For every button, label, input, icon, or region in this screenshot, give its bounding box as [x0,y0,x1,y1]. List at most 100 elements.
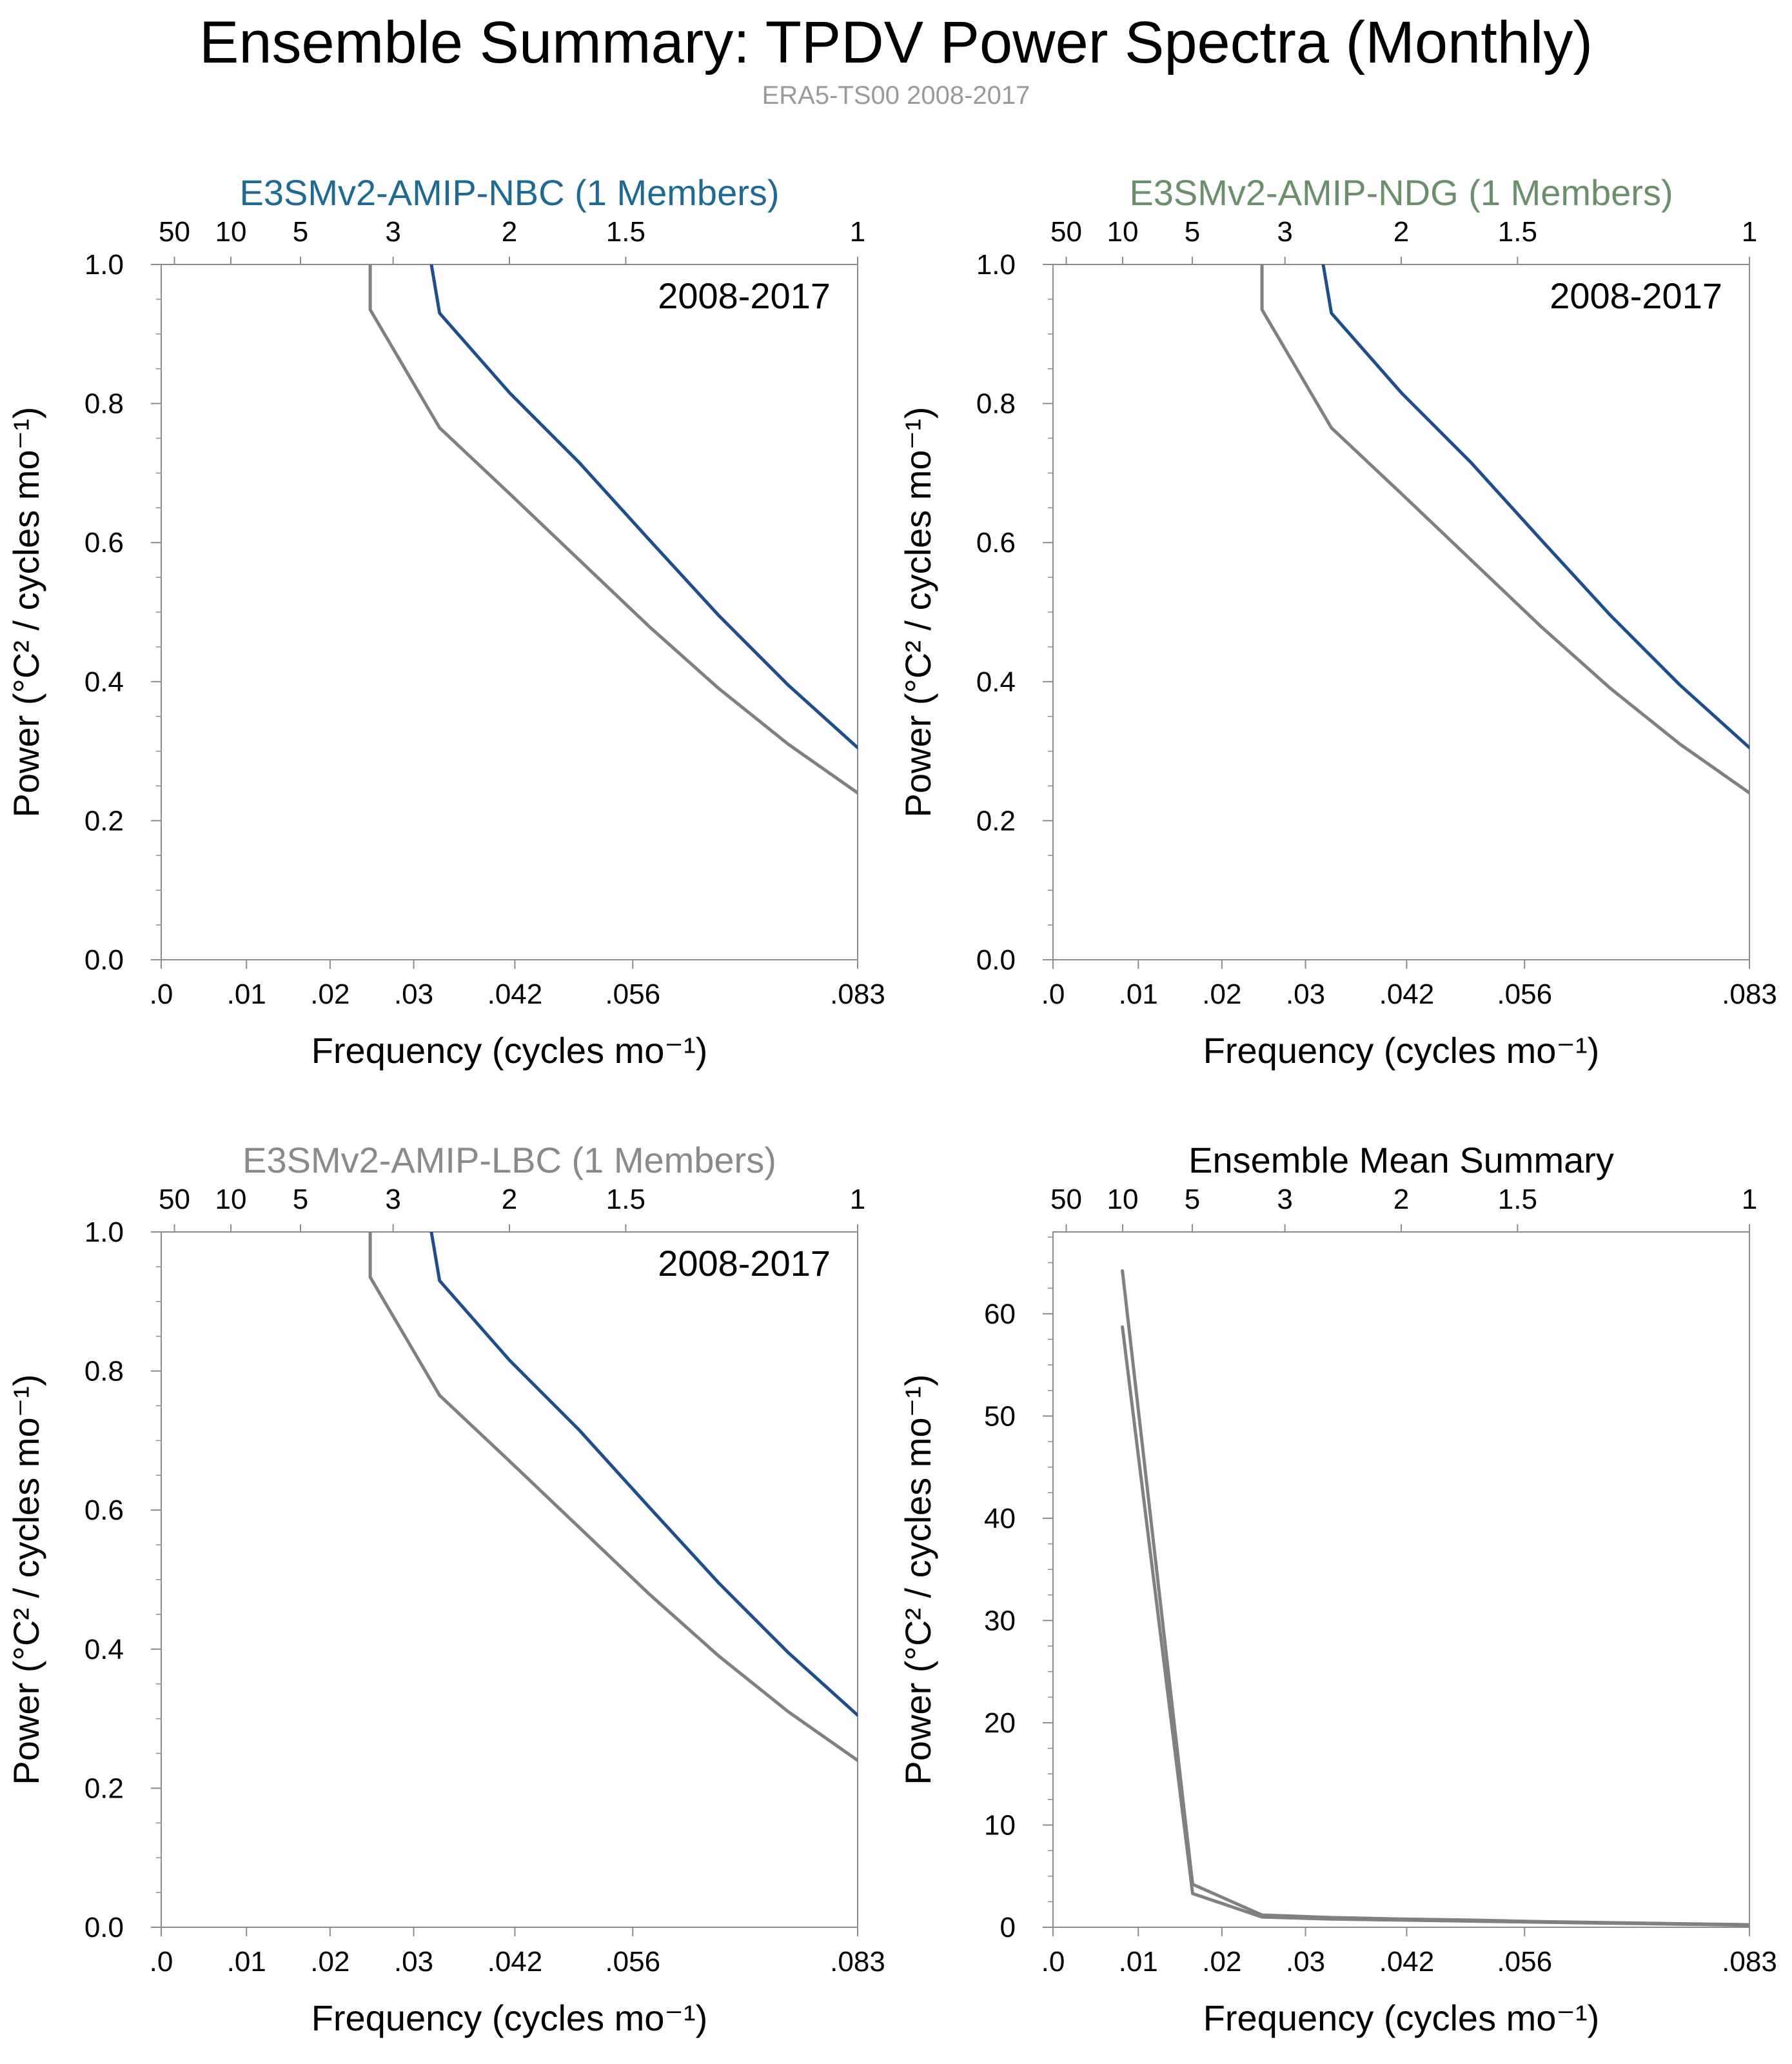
x-axis-label: Frequency (cycles mo⁻¹) [1203,1030,1600,1071]
top-tick-label: 50 [159,216,190,248]
x-tick-label: .02 [310,978,350,1010]
top-tick-label: 10 [215,216,247,248]
y-tick-label: 0 [1000,1912,1016,1943]
y-tick-label: 0.4 [84,1634,124,1665]
x-tick-label: .01 [1119,1946,1158,1978]
top-tick-label: 1.5 [1498,216,1537,248]
series-line-2 [1121,1325,1749,1927]
x-tick-label: .056 [1497,978,1552,1010]
top-tick-label: 2 [1393,216,1409,248]
top-tick-label: 1.5 [1498,1184,1537,1215]
series-line-2 [368,1232,858,1762]
x-tick-label: .01 [227,978,266,1010]
series-line-1 [1321,264,1749,749]
panel-annotation: 2008-2017 [1550,275,1722,316]
series-group [1121,1269,1749,1927]
y-axis-label: Power (°C² / cycles mo⁻¹) [6,1374,46,1785]
panel-annotation: 2008-2017 [658,1243,831,1284]
x-tick-label: .056 [605,1946,660,1978]
x-tick-label: .0 [1041,978,1065,1010]
x-tick-label: .02 [1202,978,1241,1010]
x-tick-label: .056 [605,978,660,1010]
y-tick-label: 0.0 [84,1912,124,1943]
y-tick-label: 1.0 [84,249,124,281]
x-tick-label: .083 [830,1946,885,1978]
y-tick-label: 60 [984,1298,1016,1330]
y-tick-label: 40 [984,1503,1016,1534]
x-tick-label: .042 [1379,978,1435,1010]
x-tick-label: .0 [150,1946,173,1978]
top-tick-label: 5 [1185,1184,1200,1215]
panel-title: E3SMv2-AMIP-NBC (1 Members) [239,172,779,213]
series-line-1 [429,264,858,749]
x-tick-label: .042 [1379,1946,1435,1978]
x-tick-label: .083 [830,978,885,1010]
top-tick-label: 1 [1742,216,1757,248]
top-tick-label: 2 [502,216,517,248]
y-tick-label: 20 [984,1707,1016,1739]
top-tick-label: 10 [1107,1184,1139,1215]
y-tick-label: 0.0 [84,944,124,976]
y-tick-label: 0.8 [84,388,124,420]
top-tick-label: 3 [385,216,400,248]
chart-panel-4: Ensemble Mean Summary .0 .01 .02 .03 .042 .056… [898,1140,1777,2038]
x-axis-label: Frequency (cycles mo⁻¹) [311,1998,708,2038]
plot-frame [1052,264,1750,960]
series-group [368,264,858,795]
x-tick-label: .056 [1497,1946,1552,1978]
y-tick-label: 0.6 [84,527,124,559]
x-tick-label: .042 [487,1946,543,1978]
y-tick-label: 0.6 [976,527,1016,559]
y-tick-label: 1.0 [976,249,1016,281]
series-line-1 [429,1232,858,1717]
chart-panel-3: E3SMv2-AMIP-LBC (1 Members) 2008-2017 .0 .0… [6,1140,885,2038]
x-tick-label: .03 [394,978,433,1010]
series-group [368,1232,858,1762]
top-tick-label: 1 [850,216,865,248]
chart-panel-1: E3SMv2-AMIP-NBC (1 Members) 2008-2017 .0 .0… [6,172,885,1071]
plot-frame [161,1231,858,1928]
top-tick-label: 3 [1277,1184,1292,1215]
x-tick-label: .083 [1722,978,1777,1010]
series-line-2 [1260,264,1749,795]
y-tick-label: 0.6 [84,1494,124,1526]
x-tick-label: .03 [1286,1946,1325,1978]
y-tick-label: 0.2 [976,805,1016,837]
x-tick-label: .03 [394,1946,433,1978]
y-tick-label: 0.8 [84,1356,124,1387]
y-tick-label: 0.2 [84,1772,124,1804]
y-tick-label: 1.0 [84,1216,124,1248]
top-tick-label: 5 [293,216,308,248]
panel-annotation: 2008-2017 [658,275,831,316]
top-tick-label: 1 [850,1184,865,1215]
top-tick-label: 3 [385,1184,400,1215]
top-tick-label: 50 [1050,1184,1082,1215]
x-tick-label: .02 [310,1946,350,1978]
x-tick-label: .083 [1722,1946,1777,1978]
top-tick-label: 10 [215,1184,247,1215]
panel-title: E3SMv2-AMIP-LBC (1 Members) [242,1140,776,1180]
series-line-2 [368,264,858,795]
y-tick-label: 0.2 [84,805,124,837]
top-tick-label: 5 [293,1184,308,1215]
x-tick-label: .042 [487,978,543,1010]
y-tick-label: 0.8 [976,388,1016,420]
y-axis-label: Power (°C² / cycles mo⁻¹) [898,407,938,818]
top-tick-label: 1.5 [606,216,645,248]
y-tick-label: 50 [984,1400,1016,1432]
x-tick-label: .02 [1202,1946,1241,1978]
top-tick-label: 1 [1742,1184,1757,1215]
series-group [1260,264,1749,795]
top-tick-label: 5 [1185,216,1200,248]
x-axis-label: Frequency (cycles mo⁻¹) [1203,1998,1600,2038]
y-axis-label: Power (°C² / cycles mo⁻¹) [6,407,46,818]
y-tick-label: 0.4 [84,666,124,698]
top-tick-label: 3 [1277,216,1292,248]
panel-title: E3SMv2-AMIP-NDG (1 Members) [1129,172,1673,213]
figure-title: Ensemble Summary: TPDV Power Spectra (Mo… [199,10,1593,75]
x-axis-label: Frequency (cycles mo⁻¹) [311,1030,708,1071]
top-tick-label: 2 [502,1184,517,1215]
x-tick-label: .01 [1119,978,1158,1010]
top-tick-label: 2 [1393,1184,1409,1215]
